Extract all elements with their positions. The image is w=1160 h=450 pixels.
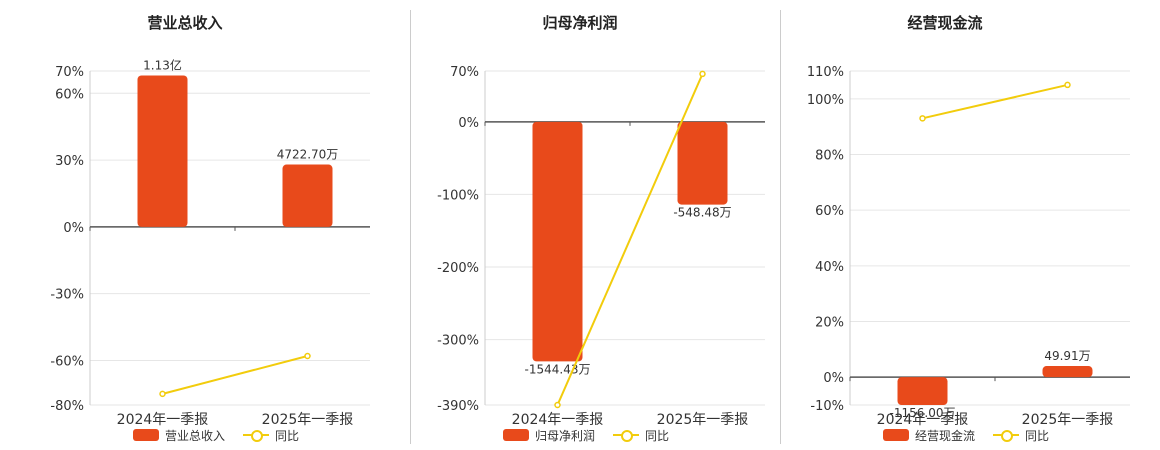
yoy-point [159,390,166,398]
y-tick-label: -200% [437,261,479,276]
legend-bar-swatch [503,429,529,441]
chart-title: 归母净利润 [542,14,618,32]
chart-legend: 营业总收入 同比 [133,426,299,444]
legend-bar-label[interactable]: 归母净利润 [535,428,596,443]
legend-line-label[interactable]: 同比 [1025,428,1050,443]
bar-data-label: -1544.43万 [525,362,591,376]
chart-panel-net-profit: 归母净利润 -390% -300% -200% -100% 0% 70% 2024年一季报 2… [395,0,765,450]
bar-data-label: 4722.70万 [277,148,339,162]
y-tick-label: 0% [63,221,84,236]
yoy-point [919,115,926,122]
legend-bar-label[interactable]: 经营现金流 [915,428,976,443]
y-tick-label: 20% [815,316,844,331]
y-tick-label: -300% [437,334,479,349]
y-tick-label: 100% [807,93,844,108]
bar [1042,366,1093,378]
bar [897,377,948,405]
legend-line-label[interactable]: 同比 [275,428,300,443]
bar-data-label: 49.91万 [1044,349,1090,363]
y-tick-label: 30% [55,154,84,169]
legend-line-swatch [613,429,640,442]
bar-data-label: 1.13亿 [143,57,182,72]
yoy-line [922,83,1068,120]
x-category-label: 2025年一季报 [657,412,749,428]
y-tick-label: 80% [815,149,844,164]
chart-svg: -390% -300% -200% -100% 0% 70% 2024年一季报 2025年一季… [437,65,765,428]
y-tick-label: 0% [823,371,844,386]
bar [677,121,728,205]
legend-bar-label[interactable]: 营业总收入 [165,428,226,443]
chart-svg: -10% 0% 20% 40% 60% 80% 100% 110% 2024年一季报 2025年一… [807,65,1130,428]
x-category-label: 2025年一季报 [1022,412,1114,428]
y-tick-label: 60% [55,87,84,102]
chart-svg: -80% -60% -30% 0% 30% 60% 70% 2024年一季报 2025年一季报 1… [50,57,370,428]
yoy-point [304,352,311,360]
x-category-label: 2024年一季报 [117,412,209,428]
x-category-label: 2025年一季报 [262,412,354,428]
y-tick-label: 60% [815,204,844,219]
bar-data-label: -548.48万 [673,206,731,220]
panel-divider [780,10,781,444]
chart-title: 营业总收入 [147,14,223,32]
y-tick-label: -80% [50,399,84,414]
yoy-line [556,73,704,406]
legend-line-swatch [243,429,270,442]
bar [282,164,333,227]
x-category-label: 2024年一季报 [512,412,604,428]
y-tick-label: 110% [807,65,844,80]
legend-line-label[interactable]: 同比 [645,428,670,443]
y-tick-label: 70% [450,65,479,80]
legend-bar-swatch [883,429,909,441]
y-tick-label: -10% [810,399,844,414]
y-tick-label: -60% [50,354,84,369]
chart-legend: 归母净利润 同比 [503,426,669,444]
y-tick-label: -30% [50,288,84,303]
y-tick-label: 70% [55,65,84,80]
yoy-point [554,401,561,409]
bar [532,121,583,362]
yoy-line [162,355,308,395]
bar-data-label: -1156.00万 [890,406,956,420]
legend-bar-swatch [133,429,159,441]
y-tick-label: -390% [437,399,479,414]
bar [137,75,188,227]
y-tick-label: 0% [458,116,479,131]
panel-divider [410,10,411,444]
yoy-point [1064,81,1071,89]
chart-legend: 经营现金流 同比 [883,426,1049,444]
chart-title: 经营现金流 [907,14,983,32]
legend-line-swatch [993,429,1020,442]
chart-panel-cash-flow: 经营现金流 -10% 0% 20% 40% 60% 80% 100% 110% 2024年一季报… [760,0,1130,450]
y-tick-label: 40% [815,260,844,275]
chart-panel-revenue: 营业总收入 -80% -60% -30% 0% 30% 60% 70% 2024年一季报 202… [0,0,370,450]
x-category-label: 2024年一季报 [877,412,969,428]
y-tick-label: -100% [437,188,479,203]
yoy-point [699,70,706,78]
